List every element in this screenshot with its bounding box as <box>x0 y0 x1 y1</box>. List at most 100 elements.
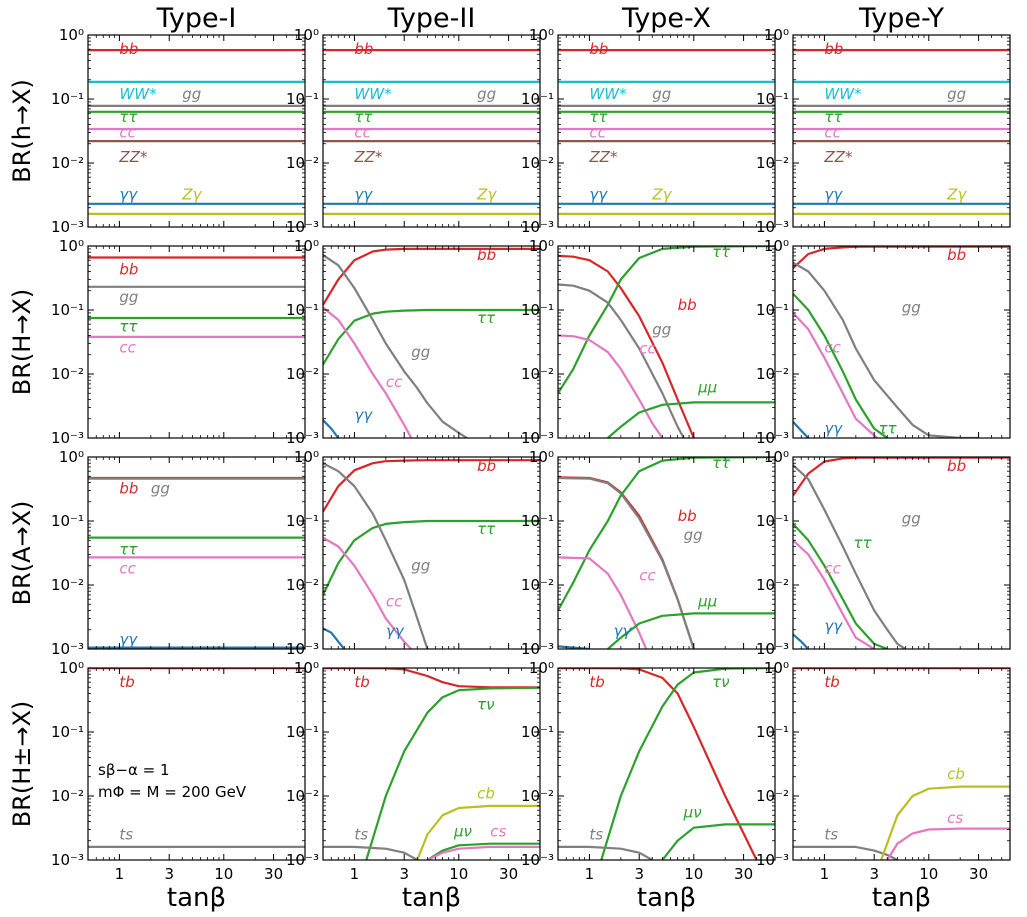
series-line-ts <box>558 845 653 860</box>
series-label-bb: bb <box>824 40 843 58</box>
axes-frame <box>792 245 1011 439</box>
series-label-gg: gg <box>652 320 671 338</box>
series-line-cc <box>323 306 413 438</box>
series-label-gg: gg <box>902 298 921 316</box>
axes-frame <box>87 34 306 228</box>
y-tick-label: 10⁻³ <box>521 429 554 447</box>
y-tick-label: 10⁻³ <box>286 218 319 236</box>
series-label-z: Zγ <box>946 186 967 204</box>
x-tick-label: 30 <box>734 865 753 883</box>
series-label-series: γγ <box>119 631 138 649</box>
x-tick-label: 30 <box>499 865 518 883</box>
series-label-gg: gg <box>902 509 921 527</box>
series-line-series <box>323 419 340 438</box>
series-label-series: μμ <box>697 378 717 396</box>
series-label-series: γγ <box>824 420 843 438</box>
y-tick-label: 10⁻¹ <box>51 301 84 319</box>
column-title-type-x: Type-X <box>621 3 711 34</box>
y-tick-label: 10⁰ <box>529 448 554 466</box>
y-tick-label: 10⁻² <box>756 787 789 805</box>
series-group <box>793 246 1010 438</box>
panel-br-h-x-type-ii: 10⁻³ 10⁻² 10⁻¹ 10⁰ 1 3 10 30 tb τν cb μν cs ts <box>286 659 541 883</box>
panel-br-h-x-type-i: 10⁻³ 10⁻² 10⁻¹ 10⁰ 1 3 10 30 tb ts <box>51 659 306 883</box>
series-label-series: ττ <box>477 309 496 327</box>
series-label-series: γγ <box>354 186 373 204</box>
note-line-2: mΦ = M = 200 GeV <box>98 783 247 801</box>
y-tick-label: 10⁻³ <box>51 851 84 869</box>
series-line-bb <box>793 246 1010 270</box>
y-tick-label: 10⁻¹ <box>521 723 554 741</box>
series-label-z: Zγ <box>651 186 672 204</box>
series-line-bb <box>793 457 1010 497</box>
series-label-gg: gg <box>151 480 170 498</box>
y-tick-label: 10⁻³ <box>756 429 789 447</box>
series-label-gg: gg <box>411 557 430 575</box>
y-tick-label: 10⁻³ <box>286 851 319 869</box>
series-line-gg <box>558 476 695 649</box>
panel-br-a-x-type-i: 10⁻³ 10⁻² 10⁻¹ 10⁰ bb gg ττ cc γγ <box>51 448 306 658</box>
series-line-series <box>323 308 540 366</box>
x-axis-label-type-x: tanβ <box>637 883 696 913</box>
y-tick-label: 10⁻¹ <box>286 512 319 530</box>
series-label-cc: cc <box>386 373 403 391</box>
y-tick-label: 10⁻² <box>286 787 319 805</box>
series-label-zz: ZZ* <box>588 148 618 166</box>
note-line-1: sβ−α = 1 <box>98 761 170 779</box>
y-tick-label: 10⁻¹ <box>521 301 554 319</box>
y-tick-label: 10⁰ <box>764 237 789 255</box>
y-tick-label: 10⁻¹ <box>286 301 319 319</box>
y-tick-label: 10⁻³ <box>756 640 789 658</box>
y-tick-label: 10⁻² <box>51 154 84 172</box>
series-label-cs: cs <box>490 822 506 840</box>
y-tick-label: 10⁻² <box>51 365 84 383</box>
y-tick-label: 10⁰ <box>764 659 789 677</box>
series-label-cc: cc <box>824 560 841 578</box>
series-line-series <box>323 627 346 649</box>
series-label-bb: bb <box>947 246 966 264</box>
series-label-ts: ts <box>824 826 838 844</box>
panel-br-h-x-type-i: 10⁻³ 10⁻² 10⁻¹ 10⁰ bb gg ττ cc <box>51 237 306 447</box>
series-label-series: ττ <box>712 454 731 472</box>
x-tick-label: 30 <box>264 865 283 883</box>
series-label-series: ττ <box>119 318 138 336</box>
series-label-tb: tb <box>354 673 369 691</box>
series-label-ww: WW* <box>354 85 392 103</box>
series-label-cc: cc <box>386 593 403 611</box>
series-label-series: μν <box>453 822 472 840</box>
series-line-series <box>426 842 540 860</box>
series-label-series: γγ <box>354 406 373 424</box>
x-axis-label-type-i: tanβ <box>167 883 226 913</box>
series-label-series: γγ <box>589 186 608 204</box>
y-tick-label: 10⁻¹ <box>51 723 84 741</box>
series-label-cb: cb <box>947 765 965 783</box>
y-tick-label: 10⁻¹ <box>756 90 789 108</box>
y-tick-label: 10⁻² <box>51 576 84 594</box>
series-label-gg: gg <box>119 288 138 306</box>
series-line-series <box>323 519 540 596</box>
x-tick-label: 3 <box>634 865 644 883</box>
panel-br-h-x-type-y: 10⁻³ 10⁻² 10⁻¹ 10⁰ bb gg cc γγ ττ <box>756 237 1011 447</box>
series-line-series <box>600 668 775 860</box>
series-label-series: ττ <box>854 534 873 552</box>
series-label-ww: WW* <box>119 85 157 103</box>
series-label-zz: ZZ* <box>353 148 383 166</box>
x-tick-label: 1 <box>115 865 125 883</box>
column-title-type-ii: Type-II <box>387 3 476 34</box>
series-group <box>323 48 540 215</box>
y-tick-label: 10⁰ <box>294 659 319 677</box>
series-group <box>88 476 305 649</box>
y-tick-label: 10⁰ <box>764 448 789 466</box>
series-line-gg <box>323 254 468 438</box>
series-group <box>88 48 305 215</box>
series-label-series: μν <box>683 804 702 822</box>
y-tick-label: 10⁻³ <box>286 640 319 658</box>
series-label-series: γγ <box>824 617 843 635</box>
y-tick-label: 10⁰ <box>294 237 319 255</box>
axes-frame <box>792 34 1011 228</box>
axes-frame <box>87 667 306 861</box>
series-label-bb: bb <box>589 40 608 58</box>
series-label-ts: ts <box>354 826 368 844</box>
